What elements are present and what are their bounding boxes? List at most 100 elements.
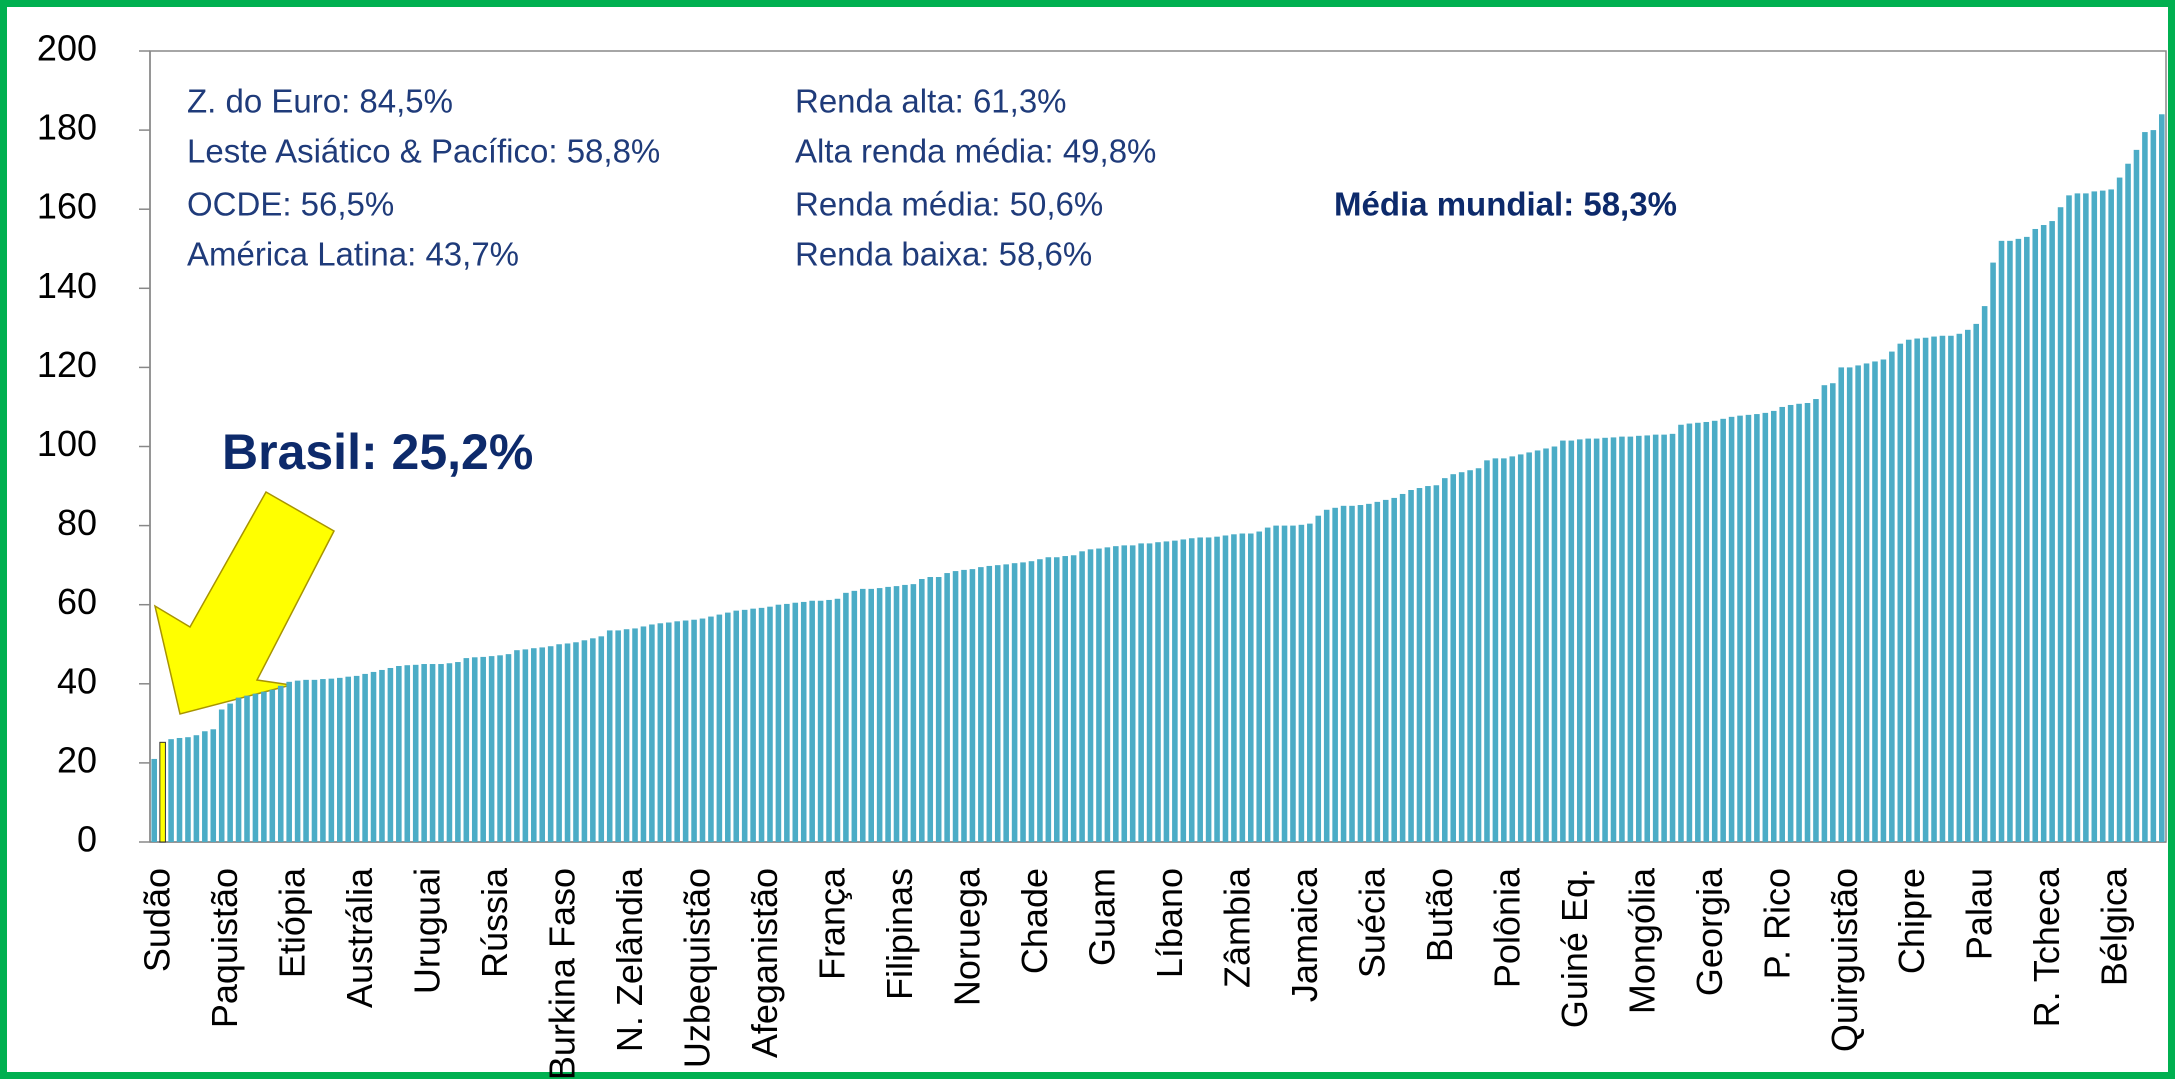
bar — [876, 588, 883, 842]
bar — [1610, 437, 1617, 842]
bar — [2125, 163, 2131, 842]
bar — [910, 584, 917, 842]
x-tick-label: Polônia — [1486, 867, 1527, 988]
x-tick-label: R. Tcheca — [2026, 867, 2067, 1027]
bar — [1880, 359, 1887, 842]
x-tick-label: Jamaica — [1284, 867, 1325, 1002]
bar — [1188, 538, 1195, 842]
x-tick-label: Quirguistão — [1824, 868, 1865, 1052]
bar — [1830, 383, 1836, 842]
bar — [1079, 551, 1085, 842]
bar — [379, 669, 385, 842]
bar — [1619, 436, 1625, 842]
bar — [193, 735, 200, 842]
bar — [337, 677, 343, 842]
bar — [767, 606, 773, 842]
x-tick-label: Burkina Faso — [542, 868, 583, 1079]
bar — [1551, 446, 1558, 842]
bar — [573, 642, 579, 842]
bar — [446, 663, 453, 842]
bar — [1172, 540, 1178, 842]
bar — [1686, 423, 1693, 842]
bar — [1855, 365, 1861, 842]
bar — [235, 697, 242, 842]
bar — [927, 577, 934, 842]
bar — [2074, 193, 2081, 842]
bar — [674, 621, 680, 842]
bar — [632, 628, 638, 842]
bar — [1981, 306, 1988, 842]
bar — [1129, 545, 1136, 842]
y-tick-label: 40 — [57, 660, 97, 701]
bar — [826, 599, 832, 842]
bar — [1155, 542, 1161, 842]
bar — [590, 638, 596, 842]
bar — [784, 603, 790, 842]
bar — [1382, 499, 1389, 842]
bar — [1838, 367, 1845, 842]
bar — [176, 737, 183, 842]
bar — [1669, 433, 1676, 842]
bar — [944, 573, 950, 842]
bar — [1804, 402, 1811, 842]
bar — [2116, 177, 2123, 842]
bar — [1745, 414, 1752, 842]
bar — [640, 626, 647, 842]
bar — [978, 567, 984, 842]
bar — [1585, 438, 1591, 842]
bar — [303, 679, 309, 842]
bar — [1787, 404, 1794, 842]
bar — [455, 662, 461, 842]
bar — [2083, 193, 2089, 842]
annotation: Renda alta: 61,3% — [795, 83, 1067, 120]
bar — [1636, 435, 1642, 842]
bar — [1678, 424, 1684, 842]
bar — [1070, 555, 1077, 842]
bar — [1332, 507, 1338, 842]
bar — [159, 741, 166, 843]
bar — [1543, 448, 1549, 842]
x-tick-label: Uruguai — [407, 868, 448, 994]
bar — [404, 665, 411, 842]
bar — [665, 622, 672, 842]
bar — [1037, 559, 1043, 842]
x-tick-label: Chade — [1014, 868, 1055, 974]
bar — [1770, 410, 1777, 842]
bar — [539, 647, 546, 842]
bar — [1087, 549, 1094, 842]
bar — [1011, 563, 1018, 842]
bar — [885, 586, 891, 842]
bar — [185, 737, 191, 842]
x-tick-label: N. Zelândia — [609, 867, 650, 1052]
bar — [261, 691, 267, 842]
bar — [294, 680, 301, 842]
bar — [362, 673, 368, 842]
bar — [218, 709, 225, 842]
bar — [1290, 525, 1296, 842]
annotation: Renda baixa: 58,6% — [795, 236, 1092, 273]
bar — [1028, 561, 1035, 842]
bar — [1239, 533, 1246, 842]
bar — [2040, 225, 2047, 842]
bar — [1163, 541, 1170, 842]
bar — [649, 624, 655, 842]
bar — [1517, 454, 1524, 842]
callout: Brasil: 25,2% — [222, 424, 533, 480]
bar — [868, 588, 874, 842]
bar — [1964, 329, 1971, 842]
bar — [488, 656, 495, 842]
bar — [1408, 490, 1414, 842]
bar — [2049, 221, 2055, 842]
bar — [1779, 406, 1785, 842]
y-tick-label: 200 — [37, 28, 97, 69]
bar — [1754, 414, 1760, 842]
bar — [1113, 546, 1119, 842]
bar — [1889, 351, 1895, 842]
bar — [1366, 503, 1372, 842]
bar — [1340, 505, 1347, 842]
bar — [775, 604, 782, 842]
bar — [1315, 515, 1322, 842]
